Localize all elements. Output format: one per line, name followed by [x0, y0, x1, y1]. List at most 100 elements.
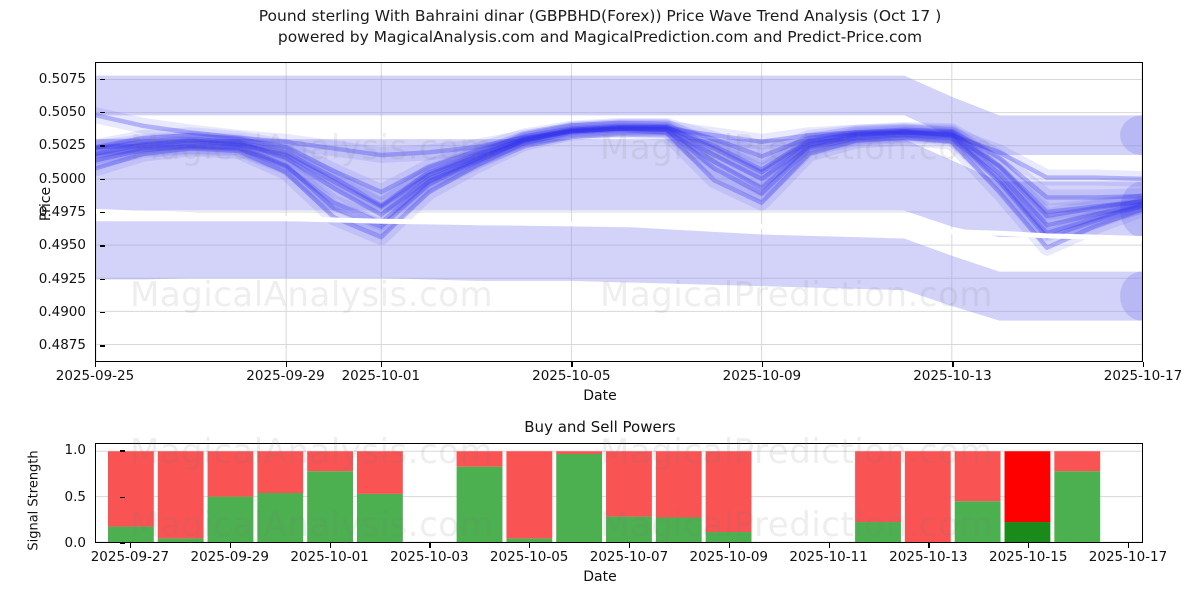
- price-wave-halo-7: [96, 120, 1142, 242]
- price-support-line-upper: [96, 208, 1142, 241]
- powers-x-tick-label: 2025-10-07: [589, 549, 669, 565]
- price-wave-halo-6: [96, 119, 1142, 224]
- price-wave-halo-5: [96, 120, 1142, 234]
- powers-x-tick-label: 2025-10-11: [789, 549, 868, 565]
- powers-x-tick-label: 2025-10-01: [290, 549, 369, 565]
- sell-power-bar: [904, 451, 951, 542]
- buy-power-bar: [456, 466, 503, 542]
- price-x-tick-label: 2025-10-05: [532, 368, 611, 384]
- price-x-tick-mark: [285, 362, 287, 367]
- buy-power-bar: [107, 526, 154, 542]
- price-y-tick-label: 0.5075: [38, 70, 86, 87]
- powers-x-axis-label: Date: [583, 569, 617, 585]
- price-x-tick-mark: [571, 362, 573, 367]
- powers-y-tick-label: 0.5: [64, 488, 86, 505]
- powers-x-tick-mark: [928, 543, 930, 548]
- price-y-tick-mark: [100, 145, 105, 147]
- price-x-axis: 2025-09-25 2025-09-29 2025-10-01 2025-10-05…: [0, 362, 1200, 388]
- buy-power-bar: [157, 538, 204, 542]
- price-y-tick-mark: [100, 112, 105, 114]
- buy-power-bar: [257, 493, 304, 542]
- price-wave-line-3: [96, 127, 1142, 250]
- powers-x-tick-label: 2025-10-05: [489, 549, 569, 565]
- powers-x-tick-mark: [529, 543, 531, 548]
- price-y-axis-label: Price: [38, 186, 54, 222]
- price-y-tick-label: 0.4950: [38, 237, 86, 254]
- sell-power-bar: [456, 451, 503, 467]
- powers-chart-title: Buy and Sell Powers: [524, 418, 676, 436]
- buy-power-bar: [655, 517, 702, 542]
- price-y-tick-mark: [100, 345, 105, 347]
- sell-power-bar: [954, 451, 1001, 502]
- powers-x-tick-mark: [429, 543, 431, 548]
- price-y-tick-mark: [100, 245, 105, 247]
- powers-x-tick-mark: [628, 543, 631, 548]
- sell-power-bar: [207, 451, 254, 497]
- price-wave-halo-0: [96, 119, 1142, 220]
- price-y-tick-mark: [100, 212, 105, 214]
- powers-x-tick-mark: [129, 543, 132, 548]
- powers-x-tick-label: 2025-10-13: [889, 549, 968, 565]
- buy-power-bar: [207, 496, 254, 542]
- buy-power-bar: [855, 522, 901, 542]
- price-wave-line-0: [96, 125, 1142, 215]
- sell-power-bar: [655, 451, 702, 518]
- price-y-tick-mark: [100, 178, 105, 180]
- powers-x-tick-label: 2025-10-15: [988, 549, 1068, 565]
- powers-y-tick-label: 0.0: [64, 535, 86, 551]
- price-band-cap: [1120, 271, 1142, 321]
- price-y-tick-mark: [100, 78, 105, 80]
- buy-power-bar: [606, 516, 652, 542]
- powers-x-tick-mark: [1028, 543, 1030, 548]
- price-band-outer-upper-band: [96, 75, 1142, 156]
- price-wave-line-6: [96, 125, 1142, 219]
- sell-power-bar: [855, 451, 901, 523]
- price-x-tick-label: 2025-09-29: [246, 368, 325, 384]
- price-x-tick-mark: [952, 362, 954, 367]
- buy-power-bar: [705, 532, 752, 542]
- buy-sell-powers-plot: [96, 450, 1142, 542]
- powers-x-tick-mark: [329, 543, 331, 548]
- sell-power-bar: [107, 451, 154, 527]
- chart-title-block: Pound sterling With Bahraini dinar (GBPB…: [0, 6, 1200, 48]
- price-wave-halo-3: [96, 121, 1142, 256]
- powers-x-tick-mark: [229, 543, 231, 548]
- price-x-tick-mark: [761, 362, 764, 367]
- powers-y-axis: 0.0 0.5 1.0: [34, 442, 125, 551]
- buy-power-bar: [1054, 471, 1101, 542]
- powers-x-tick-label: 2025-10-17: [1088, 549, 1168, 565]
- price-band-mid-upper-band: [96, 139, 1142, 238]
- powers-x-tick-mark: [1128, 543, 1130, 548]
- page-subtitle: powered by MagicalAnalysis.com and Magic…: [277, 28, 923, 46]
- price-y-tick-label: 0.5000: [38, 170, 86, 187]
- buy-sell-powers-panel: [95, 443, 1143, 543]
- powers-x-tick-mark: [828, 543, 830, 548]
- buy-power-bar: [307, 471, 354, 542]
- price-x-axis-label: Date: [583, 388, 617, 404]
- sell-power-bar: [506, 451, 553, 539]
- price-y-tick-mark: [100, 312, 105, 314]
- price-y-tick-label: 0.4900: [38, 304, 86, 320]
- powers-x-tick-label: 2025-09-29: [190, 549, 269, 565]
- powers-x-tick-mark: [728, 543, 730, 548]
- price-wave-line-4: [96, 113, 1142, 182]
- price-x-tick-label: 2025-10-17: [1103, 368, 1183, 384]
- buy-power-bar: [357, 493, 403, 542]
- price-band-lower-band: [96, 221, 1142, 321]
- sell-power-bar: [556, 451, 603, 454]
- price-wave-line-7: [96, 126, 1142, 236]
- powers-x-tick-label: 2025-09-27: [90, 549, 170, 565]
- sell-power-bar: [606, 451, 652, 517]
- buy-power-bar: [1004, 522, 1051, 542]
- price-y-tick-label: 0.4925: [38, 270, 86, 287]
- sell-power-bar: [1004, 451, 1051, 523]
- price-y-tick-label: 0.4875: [38, 337, 86, 354]
- price-band-cap: [1120, 181, 1142, 238]
- powers-y-tick-mark: [120, 450, 125, 452]
- price-x-tick-label: 2025-10-13: [913, 368, 992, 384]
- price-wave-halo-1: [96, 120, 1142, 246]
- price-wave-halo-2: [96, 117, 1142, 206]
- price-x-tick-label: 2025-10-01: [341, 368, 421, 384]
- buy-power-bar: [954, 501, 1001, 542]
- price-x-tick-label: 2025-10-09: [722, 368, 802, 384]
